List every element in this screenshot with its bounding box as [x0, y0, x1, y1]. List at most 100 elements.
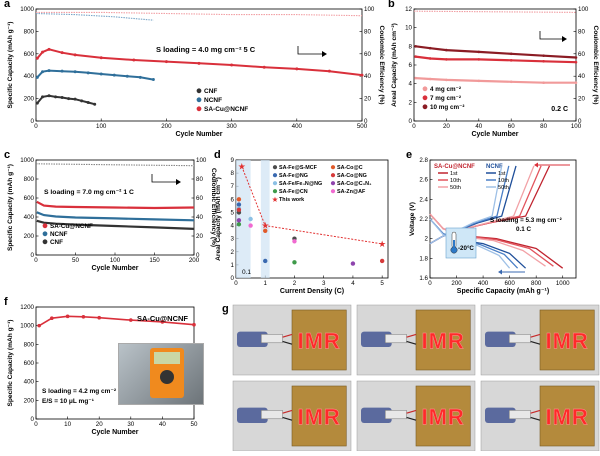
capacity-line-SA-Cu@NCNF: [36, 200, 195, 210]
wire: [406, 333, 417, 338]
capacity-point: [129, 318, 133, 322]
y-tick-label: 800: [24, 341, 35, 348]
capacity-point: [73, 97, 77, 101]
y-tick-label: 1000: [20, 323, 34, 330]
literature-point: [292, 260, 297, 265]
led-text: IMR: [297, 404, 340, 429]
capacity-point: [574, 81, 578, 85]
x-tick-label: 0: [34, 123, 38, 130]
x-tick-label: 200: [189, 257, 200, 264]
x-axis-label: Cycle Number: [91, 429, 138, 436]
x-tick-label: 200: [451, 280, 462, 287]
literature-point: [236, 218, 242, 223]
y-tick-label: 7: [231, 183, 235, 190]
legend-swatch: [42, 223, 48, 229]
panel-g: g IMR IMR IMR IMR IMR IMR: [222, 303, 600, 452]
low-rate-band: [236, 160, 251, 278]
x-axis-label: Cycle Number: [91, 265, 138, 272]
x-tick-label: 30: [127, 421, 134, 428]
x-tick-label: 100: [96, 123, 107, 130]
charge-curve: [429, 165, 503, 245]
y-tick-label: 600: [24, 51, 35, 58]
capacity-point: [132, 58, 136, 62]
panel-c: 0 50 100 150 2000200400600800100002040608010…: [20, 157, 207, 264]
rate-label: 0.2 C: [551, 106, 568, 113]
capacity-point: [151, 78, 155, 82]
legend-label: SA-Fe@CN: [279, 189, 308, 195]
glove-hand: [361, 331, 392, 347]
panel-letter: a: [4, 0, 11, 10]
y-axis-label: Specific Capacity (mAh g⁻¹): [7, 319, 14, 406]
led-photo: IMR: [232, 380, 352, 452]
y-axis-label: Areal Capacity (mAh cm⁻²): [391, 23, 398, 107]
legend-swatch: [272, 181, 278, 186]
pouch-cell: [509, 410, 531, 420]
y-tick-label: 0: [231, 275, 235, 282]
x-tick-label: 150: [149, 257, 160, 264]
literature-point: [236, 222, 242, 227]
capacity-point: [37, 323, 41, 328]
capacity-point: [47, 47, 51, 51]
y2-tick-label: 20: [196, 233, 203, 240]
legend-label: NCNF: [50, 231, 68, 238]
x-tick-label: 800: [531, 280, 542, 287]
ce-arrow-head: [562, 36, 567, 42]
ce-line-SA-Cu@NCNF: [36, 11, 363, 17]
x-tick-label: 10: [64, 421, 71, 428]
capacity-point: [197, 61, 201, 65]
y-tick-label: 1: [231, 262, 235, 269]
y-tick-label: 10: [405, 25, 412, 32]
panel-e: 0 200 400 600 800 1000 1.6 1.8 2 2.2 2.4 2.6 2.8 SA-C…: [419, 157, 577, 287]
capacity-point: [428, 77, 432, 81]
panel-title: SA-Cu@NCNF: [137, 314, 188, 323]
capacity-point: [97, 315, 101, 320]
led-photo: IMR: [232, 304, 352, 376]
annotation-loading: S loading = 5.3 mg cm⁻²: [490, 217, 562, 224]
this-work-star: ★: [238, 162, 246, 172]
wire: [282, 416, 293, 421]
x-tick-label: 100: [110, 257, 121, 264]
y2-axis-label: Coulombic Efficiency (%): [210, 168, 217, 247]
led-text: IMR: [421, 404, 464, 429]
glove-hand: [485, 407, 516, 423]
wire: [282, 340, 293, 345]
literature-point: [236, 202, 242, 207]
plot-frame: [35, 8, 363, 122]
y2-tick-label: 0: [578, 118, 582, 125]
legend-swatch: [272, 173, 278, 178]
x-tick-label: 200: [161, 123, 172, 130]
multimeter-body: [150, 348, 184, 398]
capacity-line-7 mg cm⁻²: [415, 55, 577, 64]
x-axis-label: Cycle Number: [471, 131, 518, 138]
y-tick-label: 2: [425, 236, 429, 243]
led-text: IMR: [421, 328, 464, 353]
legend-swatch: [272, 165, 278, 170]
x-tick-label: 1000: [556, 280, 570, 287]
x-tick-label: 3: [322, 280, 326, 287]
y-tick-label: 2: [409, 99, 413, 106]
capacity-point: [509, 80, 513, 84]
capacity-point: [445, 78, 448, 82]
legend-label: SA-Co@NG: [337, 173, 367, 179]
capacity-point: [60, 69, 64, 73]
axis-labels-a: Cycle Number Specific Capacity (mAh g⁻¹) C…: [4, 0, 385, 138]
legend-swatch: [42, 239, 48, 245]
capacity-point: [112, 73, 116, 77]
y2-tick-label: 60: [578, 51, 585, 58]
capacity-point: [73, 70, 77, 74]
x-tick-label: 40: [159, 421, 166, 428]
capacity-point: [50, 316, 54, 321]
ce-line-NCNF: [35, 12, 154, 21]
annotation-rate: 0.1 C: [516, 226, 532, 233]
y-tick-label: 0: [409, 118, 413, 125]
y-tick-label: 2.2: [419, 216, 428, 223]
y-tick-label: 800: [24, 176, 35, 183]
y-tick-label: 8: [409, 43, 413, 50]
y2-tick-label: 20: [364, 96, 371, 103]
wire: [406, 409, 417, 414]
capacity-point: [295, 67, 299, 71]
axis-labels-d: Current Density (C) Areal Capacity (mAh c…: [214, 149, 344, 295]
